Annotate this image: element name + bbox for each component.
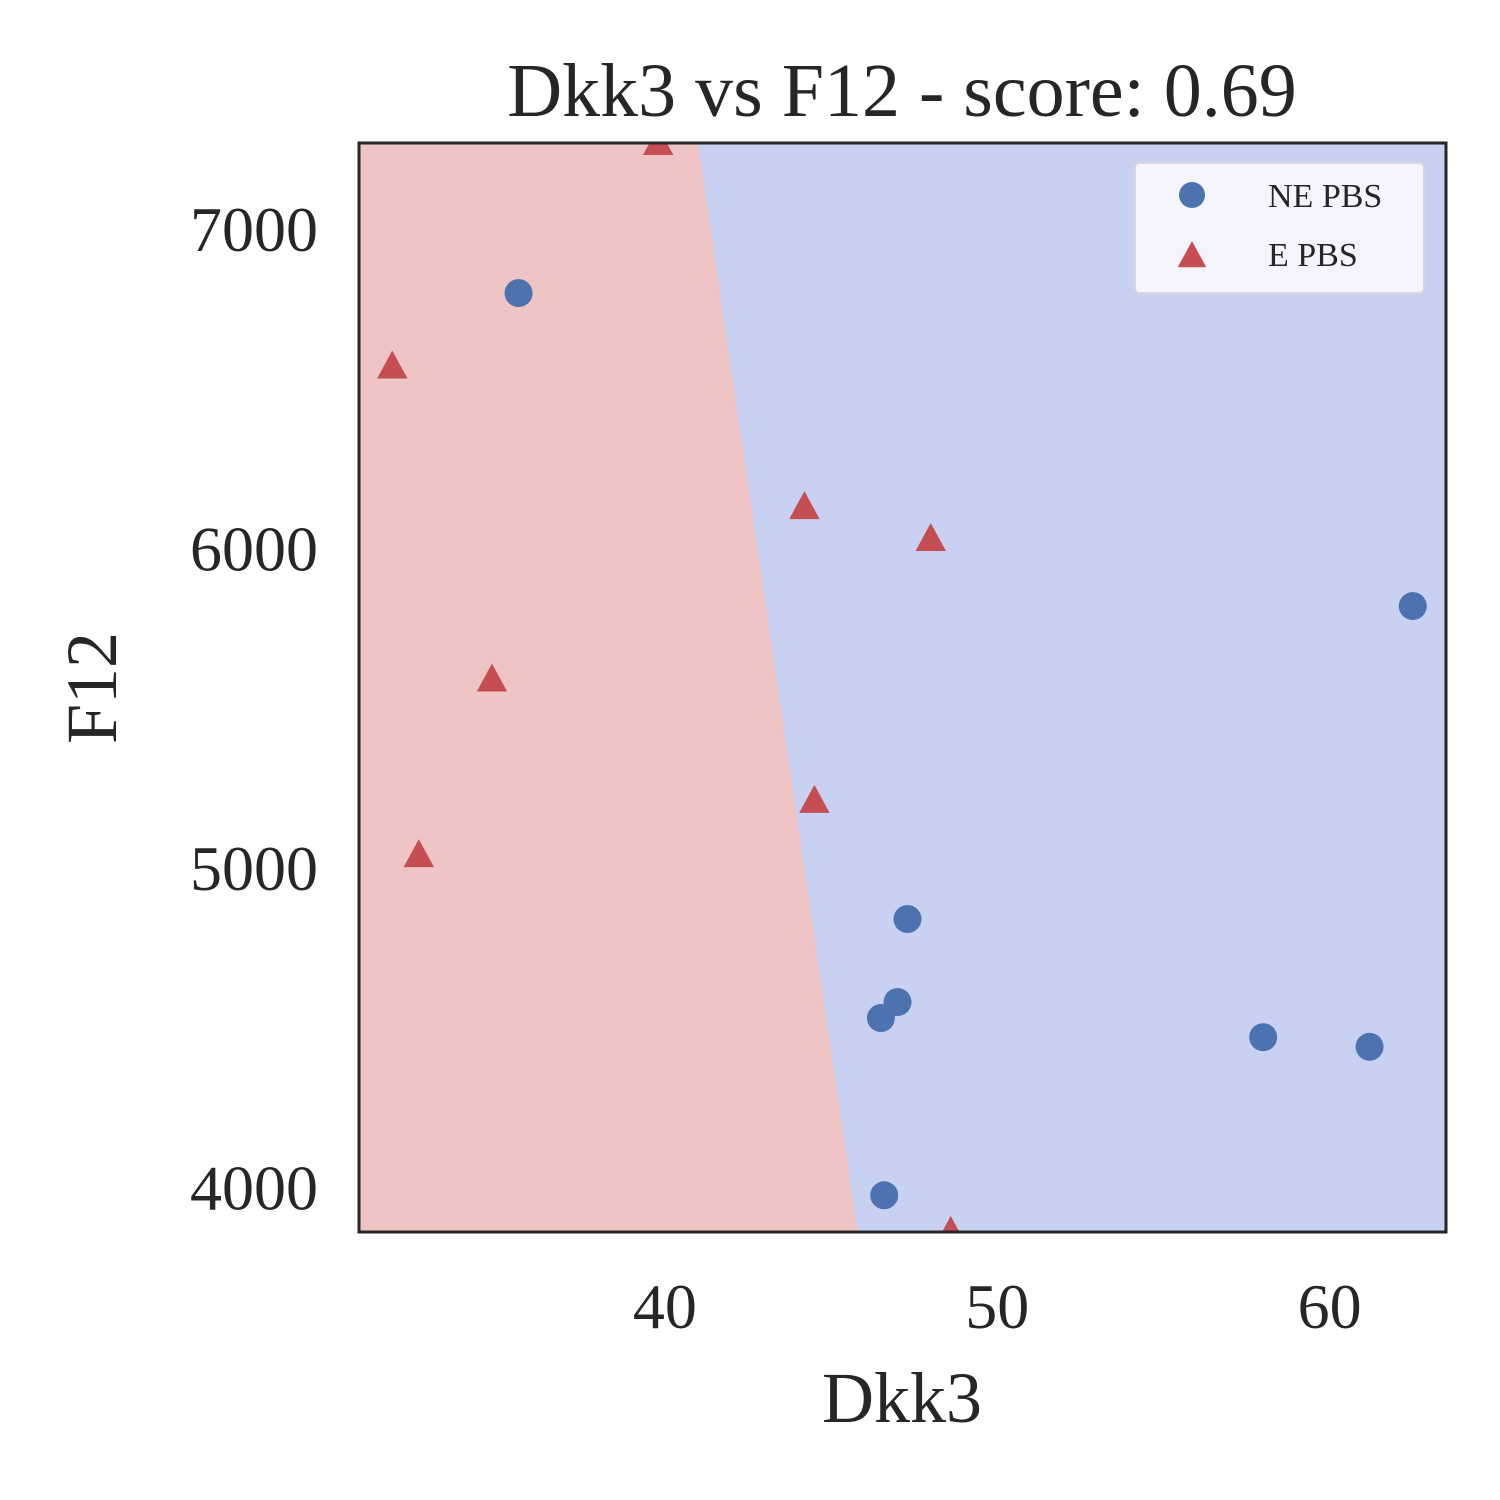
y-axis-label: F12 [52,632,132,744]
ne-pbs-point-4 [870,1181,899,1210]
y-tick-label-0: 4000 [190,1152,318,1223]
legend-label-ne-pbs: NE PBS [1268,178,1382,215]
e-pbs-point-1 [377,350,408,379]
y-tick-label-3: 7000 [190,194,318,265]
legend-box [1134,162,1425,294]
ne-pbs-point-0 [504,279,533,308]
y-tick-label-2: 6000 [190,514,318,585]
legend-label-e-pbs: E PBS [1268,237,1358,274]
e-pbs-point-0 [642,143,674,155]
legend-marker-ne-pbs [1179,182,1205,208]
x-axis-ticks: 40 50 60 [633,1271,1362,1342]
plot-frame [357,141,1448,1234]
e-pbs-point-4 [789,491,820,520]
e-pbs-point-6 [915,523,946,551]
x-tick-label-0: 40 [633,1271,697,1342]
x-tick-label-1: 50 [965,1271,1029,1342]
legend: NE PBS E PBS [1134,162,1425,294]
e-pbs-point-2 [476,663,508,692]
y-tick-label-1: 5000 [190,833,318,904]
data-markers [377,143,1427,1232]
ne-pbs-point-5 [1249,1023,1278,1052]
x-axis-label: Dkk3 [822,1358,982,1438]
ne-pbs-point-6 [1355,1032,1384,1061]
e-pbs-point-7 [942,1216,960,1232]
ne-pbs-point-2 [883,988,912,1017]
ne-pbs-point-3 [893,905,922,934]
plot-area [359,143,1446,1232]
y-axis-ticks: 4000 5000 6000 7000 [190,194,318,1223]
e-pbs-point-5 [799,784,830,813]
legend-marker-e-pbs [1177,241,1207,268]
ne-pbs-point-7 [1398,592,1427,621]
decision-region-e-pbs [359,143,858,1232]
x-tick-label-2: 60 [1298,1271,1362,1342]
chart-title: Dkk3 vs F12 - score: 0.69 [507,49,1297,133]
e-pbs-point-3 [403,839,435,868]
